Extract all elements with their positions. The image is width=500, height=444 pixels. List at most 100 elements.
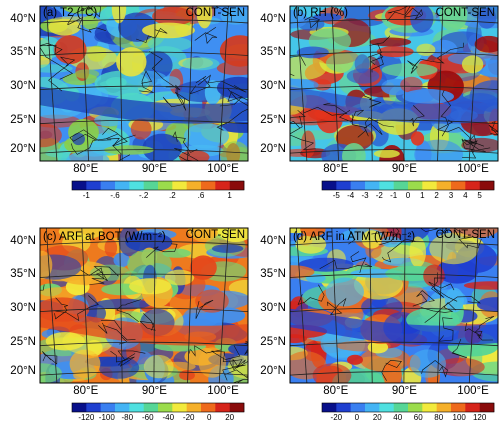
latitude-label: 25°N (2, 336, 36, 348)
colorbar-swatch (230, 403, 245, 412)
colorbar-tick-label: -1 (74, 191, 98, 200)
panel-title: (d) ARF in ATM (W/m⁻²) (293, 229, 415, 243)
latitude-label: 35°N (2, 268, 36, 280)
latitude-label: 25°N (252, 114, 286, 126)
colorbar-swatch (437, 181, 452, 190)
experiment-tag: CONT-SEN (186, 7, 245, 19)
longitude-label: 90°E (134, 385, 174, 397)
colorbar-swatch (480, 403, 495, 412)
colorbar-swatch (215, 403, 230, 412)
colorbar-swatch (201, 403, 216, 412)
colorbar-swatch (158, 403, 173, 412)
map-panel-b: (b) RH (%) CONT-SEN 40°N 35°N 30°N 25°N 20°N 80… (250, 0, 500, 222)
longitude-label: 80°E (316, 385, 356, 397)
longitude-label: 100°E (203, 163, 243, 175)
colorbar (72, 403, 244, 412)
map-panel-c: (c) ARF at BOT (W/m⁻²) CONT-SEN 40°N 35°N 30… (0, 222, 250, 444)
colorbar-swatch (215, 181, 230, 190)
colorbar-tick-label: 20 (218, 413, 242, 422)
colorbar-swatch (72, 181, 87, 190)
colorbar-swatch (115, 403, 130, 412)
longitude-label: 90°E (384, 163, 424, 175)
colorbar-swatch (129, 181, 144, 190)
colorbar-swatch (129, 403, 144, 412)
latitude-label: 20°N (2, 365, 36, 377)
longitude-label: 100°E (203, 385, 243, 397)
latitude-label: 20°N (252, 365, 286, 377)
colorbar-swatch (451, 403, 466, 412)
colorbar-swatch (172, 181, 187, 190)
latitude-label: 40°N (2, 13, 36, 25)
colorbar-tick-label: -.2 (132, 191, 156, 200)
longitude-label: 100°E (453, 385, 493, 397)
latitude-label: 20°N (2, 143, 36, 155)
colorbar-swatch (379, 181, 394, 190)
colorbar (72, 181, 244, 190)
colorbar-swatch (322, 403, 337, 412)
colorbar-swatch (465, 181, 480, 190)
longitude-label: 80°E (66, 385, 106, 397)
longitude-label: 90°E (384, 385, 424, 397)
latitude-label: 25°N (2, 114, 36, 126)
colorbar-tick-label: 1 (218, 191, 242, 200)
colorbar-swatch (86, 181, 101, 190)
panel-title: (c) ARF at BOT (W/m⁻²) (43, 229, 166, 243)
colorbar-swatch (230, 181, 245, 190)
latitude-label: 35°N (252, 46, 286, 58)
panel-title: (a) T2 (°C) (43, 7, 97, 19)
latitude-label: 40°N (252, 235, 286, 247)
colorbar-swatch (480, 181, 495, 190)
colorbar-swatch (451, 181, 466, 190)
experiment-tag: CONT-SEN (186, 229, 245, 241)
latitude-label: 30°N (252, 80, 286, 92)
colorbar-tick-label: 120 (468, 413, 492, 422)
colorbar-swatch (101, 403, 116, 412)
latitude-label: 20°N (252, 143, 286, 155)
latitude-label: 30°N (2, 302, 36, 314)
colorbar-swatch (322, 181, 337, 190)
colorbar-tick-label: 5 (468, 191, 492, 200)
experiment-tag: CONT-SEN (436, 7, 495, 19)
colorbar (322, 181, 494, 190)
longitude-label: 80°E (316, 163, 356, 175)
colorbar-swatch (351, 181, 366, 190)
latitude-label: 40°N (252, 13, 286, 25)
latitude-label: 30°N (2, 80, 36, 92)
colorbar-swatch (144, 403, 159, 412)
colorbar-swatch (336, 403, 351, 412)
colorbar-swatch (379, 403, 394, 412)
colorbar-swatch (422, 403, 437, 412)
colorbar-swatch (101, 181, 116, 190)
colorbar-swatch (158, 181, 173, 190)
colorbar-tick-label: .2 (160, 191, 184, 200)
colorbar-swatch (336, 181, 351, 190)
colorbar-tick-label: -.6 (103, 191, 127, 200)
colorbar-swatch (465, 403, 480, 412)
experiment-tag: CONT-SEN (436, 229, 495, 241)
colorbar-swatch (144, 181, 159, 190)
colorbar (322, 403, 494, 412)
latitude-label: 30°N (252, 302, 286, 314)
colorbar-swatch (201, 181, 216, 190)
colorbar-swatch (422, 181, 437, 190)
longitude-label: 80°E (66, 163, 106, 175)
colorbar-tick-label: .6 (189, 191, 213, 200)
colorbar-swatch (187, 181, 202, 190)
longitude-label: 90°E (134, 163, 174, 175)
colorbar-swatch (394, 181, 409, 190)
colorbar-swatch (394, 403, 409, 412)
colorbar-swatch (365, 403, 380, 412)
map-panel-d: (d) ARF in ATM (W/m⁻²) CONT-SEN 40°N 35°N 30… (250, 222, 500, 444)
latitude-label: 25°N (252, 336, 286, 348)
colorbar-swatch (86, 403, 101, 412)
colorbar-swatch (351, 403, 366, 412)
colorbar-swatch (72, 403, 87, 412)
latitude-label: 35°N (252, 268, 286, 280)
longitude-label: 100°E (453, 163, 493, 175)
colorbar-swatch (408, 403, 423, 412)
panel-title: (b) RH (%) (293, 7, 348, 19)
colorbar-swatch (172, 403, 187, 412)
colorbar-swatch (115, 181, 130, 190)
latitude-label: 40°N (2, 235, 36, 247)
